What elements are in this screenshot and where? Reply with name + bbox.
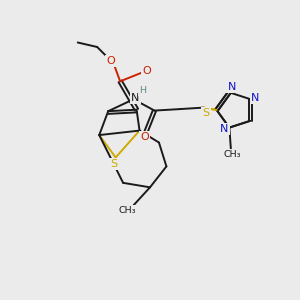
Text: CH₃: CH₃ [118, 206, 136, 215]
Text: O: O [140, 132, 149, 142]
Text: N: N [251, 93, 260, 103]
Text: N: N [228, 82, 236, 92]
Text: O: O [107, 56, 116, 66]
Text: N: N [131, 93, 139, 103]
Text: S: S [202, 108, 210, 118]
Text: S: S [111, 159, 118, 169]
Text: O: O [142, 67, 152, 76]
Text: H: H [139, 86, 146, 95]
Text: CH₃: CH₃ [224, 150, 241, 159]
Text: N: N [220, 124, 228, 134]
